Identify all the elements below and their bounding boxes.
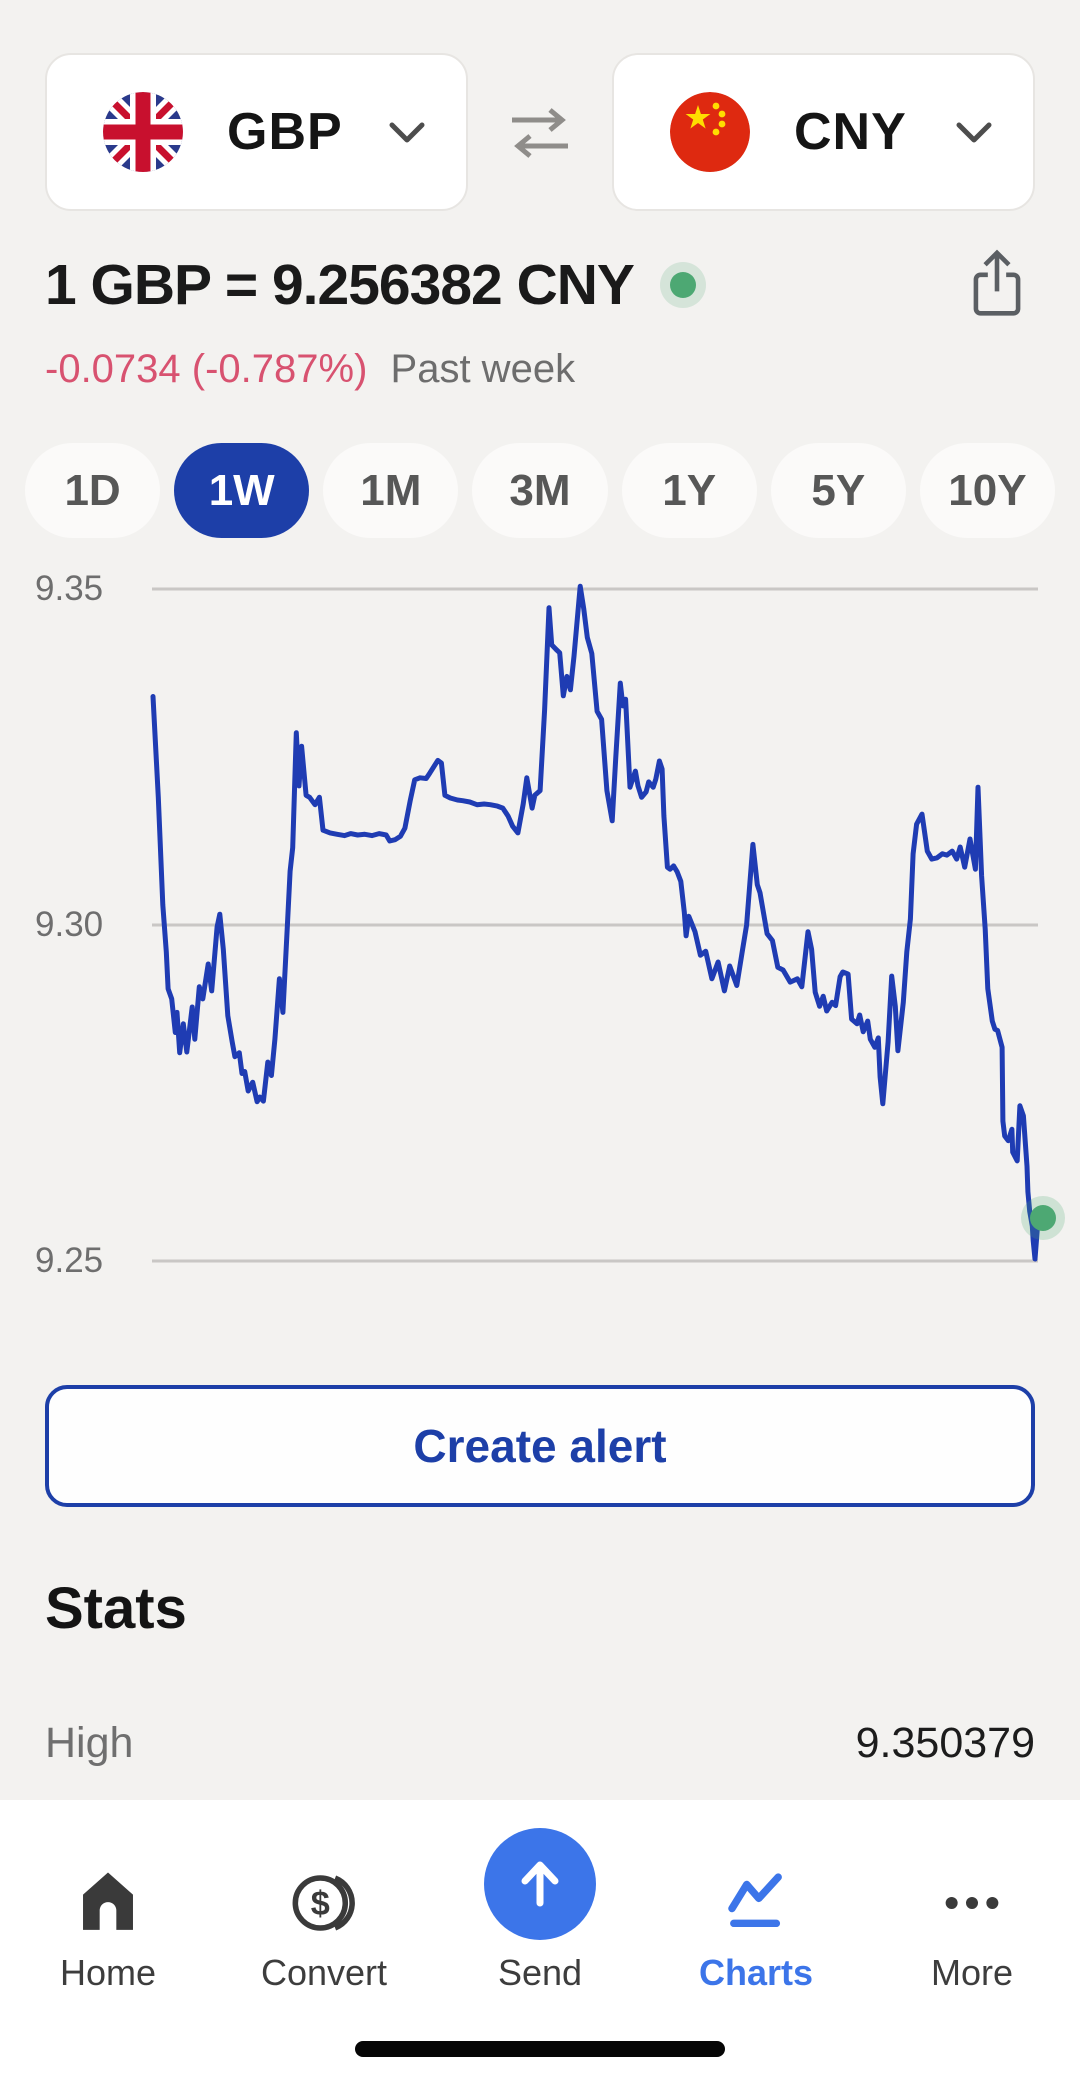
live-indicator-icon	[659, 262, 706, 308]
rate-header: 1 GBP = 9.256382 CNY	[45, 252, 706, 318]
rate-chart[interactable]: 9.35 9.30 9.25	[0, 560, 1080, 1290]
exchange-rate-title: 1 GBP = 9.256382 CNY	[45, 253, 635, 317]
range-tab-10y[interactable]: 10Y	[919, 443, 1055, 538]
y-axis-tick-930: 9.30	[35, 905, 104, 944]
line-chart-icon	[728, 1873, 782, 1928]
nav-more-label: More	[930, 1952, 1014, 1993]
range-tab-5y[interactable]: 5Y	[770, 443, 906, 538]
nav-convert-label: Convert	[260, 1952, 388, 1993]
time-range-tabs: 1D 1W 1M 3M 1Y 5Y 10Y	[25, 443, 1055, 538]
nav-more[interactable]: More	[864, 1822, 1080, 1994]
rate-change-value: -0.0734 (-0.787%)	[45, 347, 368, 391]
range-tab-1m[interactable]: 1M	[323, 443, 459, 538]
rate-change-row: -0.0734 (-0.787%) Past week	[45, 347, 575, 392]
stat-row-high: High 9.350379	[45, 1707, 1035, 1779]
chevron-down-icon	[953, 117, 995, 147]
share-icon	[973, 249, 1021, 316]
from-currency-selector[interactable]: GBP	[45, 53, 468, 211]
to-currency-code: CNY	[794, 103, 907, 161]
swap-currencies-button[interactable]	[506, 104, 574, 164]
swap-arrows-icon	[512, 108, 568, 158]
bottom-navigation: Home $ Convert	[0, 1800, 1080, 2077]
nav-send-label: Send	[497, 1952, 583, 1993]
send-up-arrow-icon	[484, 1828, 596, 1940]
nav-home[interactable]: Home	[0, 1822, 216, 1994]
y-axis-tick-935: 9.35	[35, 569, 104, 608]
range-tab-3m[interactable]: 3M	[472, 443, 608, 538]
home-indicator-bar[interactable]	[355, 2041, 725, 2057]
china-flag-icon	[670, 92, 750, 172]
range-tab-1d[interactable]: 1D	[25, 443, 161, 538]
coin-dollar-icon: $	[292, 1875, 355, 1931]
gbp-flag-icon	[103, 92, 183, 172]
range-tab-1y[interactable]: 1Y	[621, 443, 757, 538]
nav-charts[interactable]: Charts	[648, 1822, 864, 1994]
rate-chart-canvas	[150, 583, 1065, 1263]
share-button[interactable]	[959, 244, 1035, 324]
svg-text:$: $	[311, 1885, 330, 1923]
nav-home-label: Home	[59, 1952, 157, 1993]
latest-point-dot	[1030, 1204, 1056, 1231]
nav-convert[interactable]: $ Convert	[216, 1822, 432, 1994]
to-currency-selector[interactable]: CNY	[612, 53, 1035, 211]
from-currency-code: GBP	[227, 103, 343, 161]
rate-change-period: Past week	[390, 347, 576, 391]
stat-high-label: High	[45, 1718, 134, 1767]
nav-send[interactable]: Send	[432, 1822, 648, 1994]
more-dots-icon	[945, 1896, 999, 1910]
chevron-down-icon	[386, 117, 428, 147]
stats-heading: Stats	[45, 1576, 187, 1641]
stat-high-value: 9.350379	[855, 1718, 1035, 1767]
price-line-series	[150, 583, 1046, 1262]
create-alert-button[interactable]: Create alert	[45, 1385, 1035, 1507]
nav-charts-label: Charts	[698, 1952, 814, 1993]
y-axis-tick-925: 9.25	[35, 1241, 104, 1280]
range-tab-1w[interactable]: 1W	[174, 443, 310, 538]
home-icon	[83, 1872, 133, 1930]
